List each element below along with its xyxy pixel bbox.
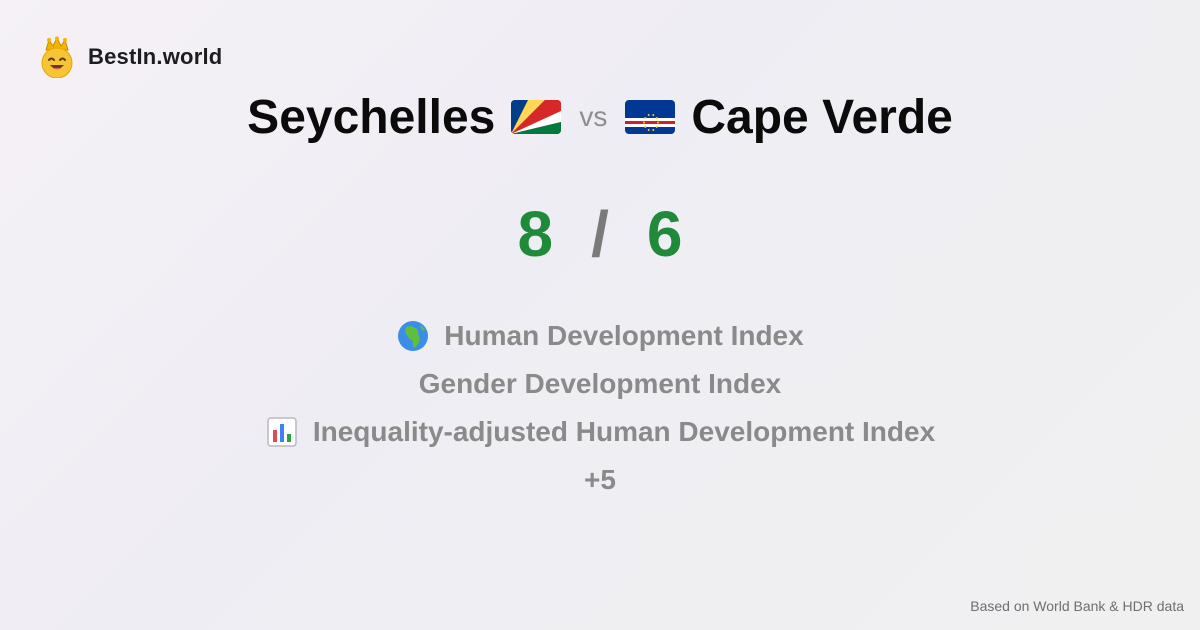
more-label: +5: [584, 464, 616, 495]
cape-verde-flag-icon: [625, 100, 676, 134]
right-country-name[interactable]: Cape Verde: [691, 90, 953, 144]
data-source-note: Based on World Bank & HDR data: [970, 598, 1184, 614]
globe-africa-icon: [398, 321, 429, 351]
bar-chart-icon: [267, 417, 297, 447]
list-item-inequality-adjusted-hdi[interactable]: Inequality-adjusted Human Development In…: [0, 408, 1200, 456]
score-summary: 8 / 6: [0, 196, 1200, 272]
left-score: 8: [517, 198, 554, 270]
more-indices-count[interactable]: +5: [0, 456, 1200, 504]
index-label: Inequality-adjusted Human Development In…: [312, 416, 936, 447]
brand-name: BestIn.world: [88, 44, 223, 69]
seychelles-flag-icon: [511, 100, 562, 134]
comparison-title: Seychelles vs Cape Verde: [0, 86, 1200, 148]
score-separator: /: [591, 198, 609, 270]
list-item-human-development-index[interactable]: Human Development Index: [0, 312, 1200, 360]
right-score: 6: [646, 198, 683, 270]
list-item-gender-development-index[interactable]: Gender Development Index: [0, 360, 1200, 408]
left-country-name[interactable]: Seychelles: [247, 90, 496, 144]
vs-label: vs: [579, 101, 608, 132]
crown-smiley-icon: [41, 36, 73, 78]
brand[interactable]: BestIn.world: [38, 36, 222, 78]
index-label: Gender Development Index: [418, 368, 782, 399]
indices-list: Human Development Index Gender Developme…: [0, 312, 1200, 504]
index-label: Human Development Index: [444, 320, 804, 351]
